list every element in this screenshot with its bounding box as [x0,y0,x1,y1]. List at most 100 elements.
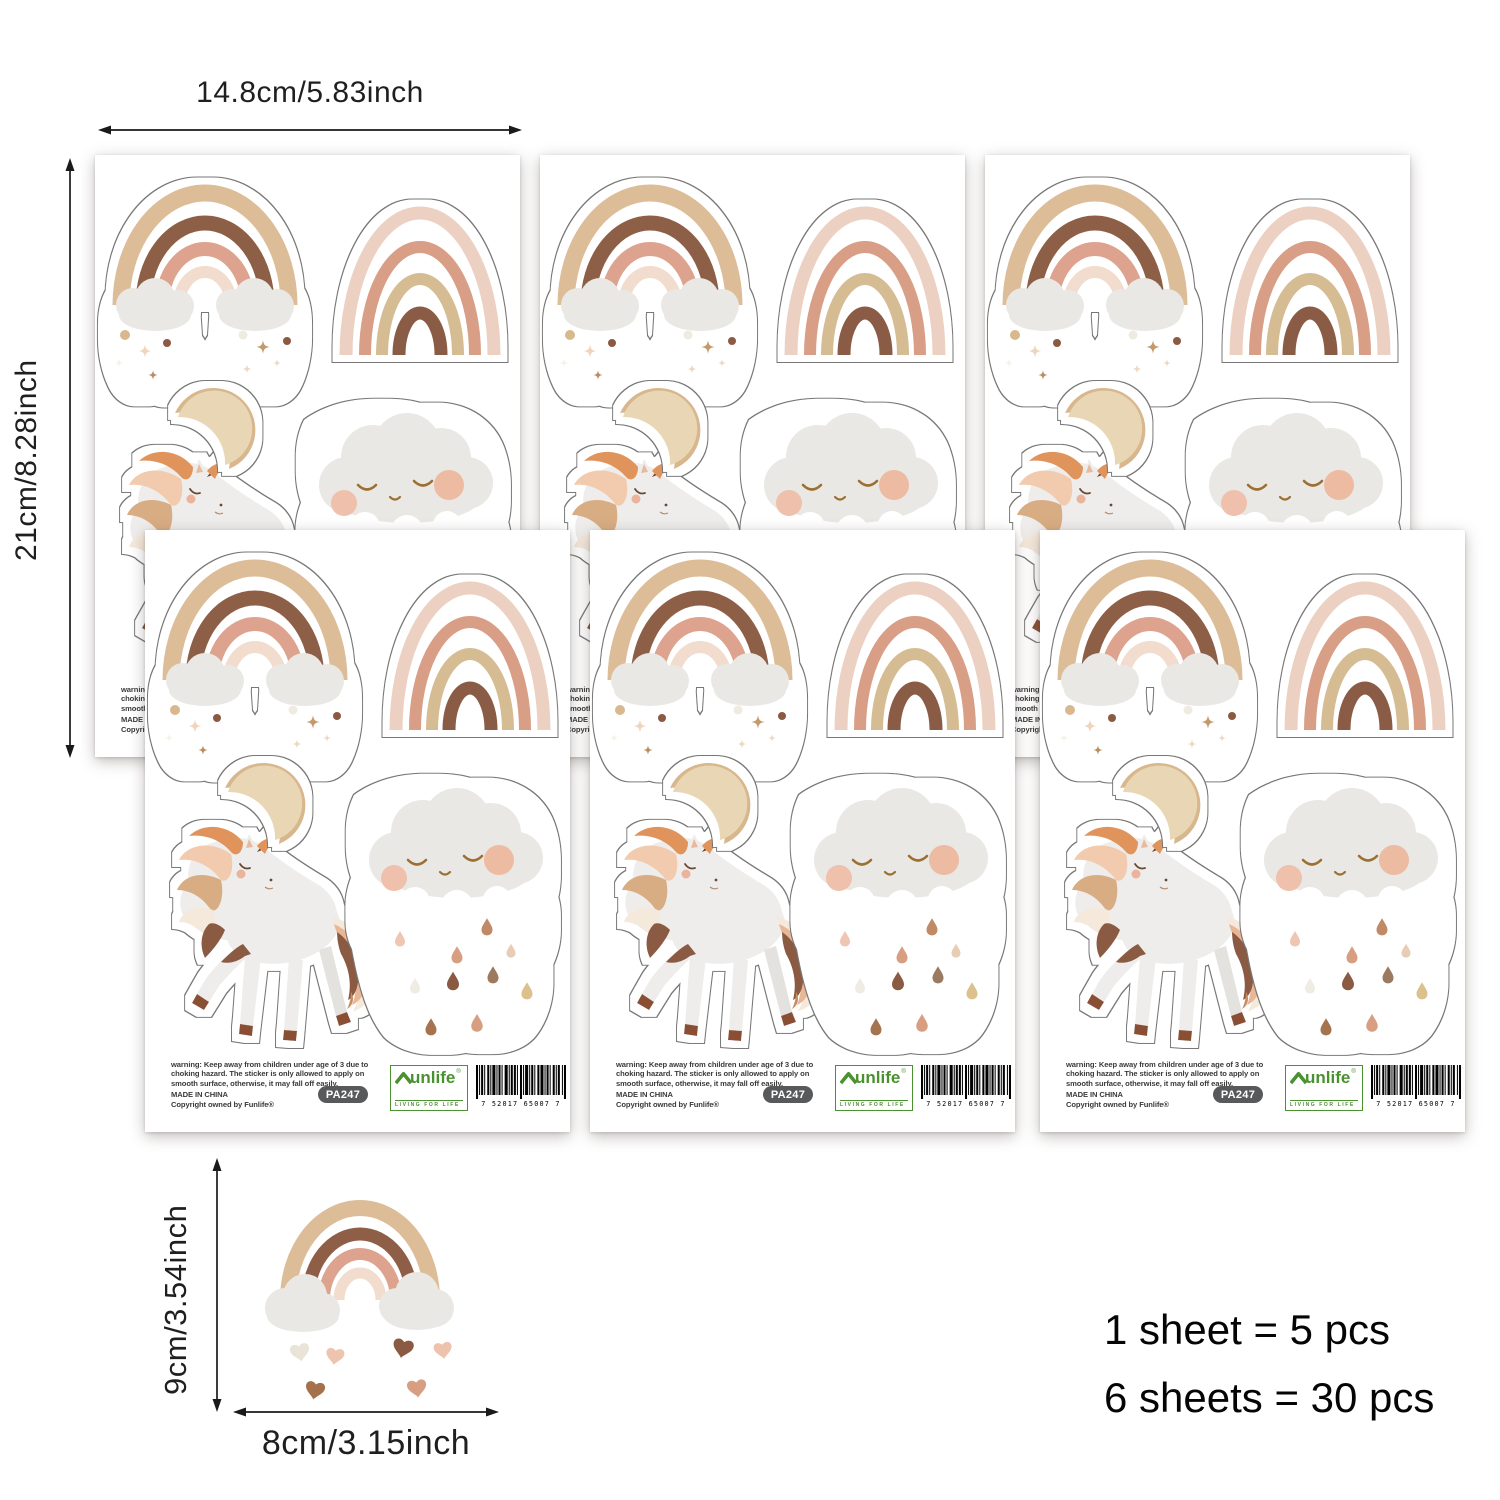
unicorn-eye [1079,488,1091,495]
warning-text: warning: Keep away from children under a… [616,1060,814,1088]
legal-text-block: warning: Keep away from children under a… [1066,1060,1280,1109]
cloud-left [166,653,244,706]
brand-name: unlife [855,1068,901,1087]
cloud-right [1161,653,1239,706]
width-arrow [98,125,522,135]
cloud-eye-left [356,483,378,491]
cloud-smile [388,495,402,501]
made-in-text: MADE IN CHINA [1011,715,1068,725]
cloud-eye-right [1302,479,1324,487]
barcode: 7 52017 65007 7 [921,1065,1011,1111]
unicorn-sticker [622,824,822,1041]
copyright-text: Copyright owned by Funlife® [171,1099,274,1109]
rainbow-with-clouds-sticker [549,184,751,401]
house-roof-icon [1290,1071,1307,1085]
brand-tagline: LIVING FOR LIFE [395,1099,463,1108]
made-in-text: MADE IN CHINA [616,1090,673,1100]
cloud-smile [438,870,452,876]
registered-mark: ® [456,1069,461,1075]
cloud-left [611,653,689,706]
barcode-digits: 7 52017 65007 7 [926,1100,1006,1108]
sticker-height-arrow [212,1158,222,1412]
cloud-smile [833,495,847,501]
sheet-height-label: 21cm/8.28inch [10,359,43,561]
cloud-left [1061,653,1139,706]
cloud-right [216,278,294,331]
sku-badge: PA247 [763,1086,813,1103]
crescent-moon-sticker [1120,763,1201,844]
cloud-eye-right [857,479,879,487]
rain-cloud-sticker [797,780,999,1048]
rainbow-sticker [834,581,996,731]
rain-cloud-sticker [1247,780,1449,1048]
unicorn-eye [634,488,646,495]
barcode: 7 52017 65007 7 [476,1065,566,1111]
warning-text: warning: Keep away from children under a… [1066,1060,1264,1088]
sticker-sheet-art [549,184,949,673]
crescent-moon-sticker [620,388,701,469]
rainbow-with-clouds-sticker [154,559,356,776]
legal-text-block: warning: Keep away from children under a… [171,1060,385,1109]
pack-info: 1 sheet = 5 pcs 6 sheets = 30 pcs [1104,1296,1434,1432]
cloud-eye-right [462,854,484,862]
unicorn-eye [1134,863,1146,870]
cloud-eye-left [1246,483,1268,491]
pack-info-line1: 1 sheet = 5 pcs [1104,1306,1391,1353]
cloud-eye-left [1301,858,1323,866]
rainbow-hearts-decal [265,1200,454,1402]
crescent-moon-sticker [1065,388,1146,469]
unicorn-eye [239,863,251,870]
sheet-width-label: 14.8cm/5.83inch [196,76,424,109]
brand-tagline: LIVING FOR LIFE [840,1099,908,1108]
sticker-width-arrow [233,1407,499,1417]
barcode-digits: 7 52017 65007 7 [1376,1100,1456,1108]
rainbow-sticker [1284,581,1446,731]
sparkles [1059,705,1236,755]
single-sticker-preview [265,1200,454,1402]
cloud-eye-left [851,858,873,866]
rain-cloud-sticker [352,780,554,1048]
house-roof-icon [840,1071,857,1085]
unicorn-eye [684,863,696,870]
crescent-moon-sticker [175,388,256,469]
brand-name: unlife [1305,1068,1351,1087]
height-arrow [65,158,75,758]
cloud-right [266,653,344,706]
funlife-logo: unlife ® LIVING FOR LIFE [835,1065,913,1111]
house-roof-icon [395,1071,412,1085]
rainbow-with-clouds-sticker [1049,559,1251,776]
brand-name: unlife [410,1068,456,1087]
pack-info-line2: 6 sheets = 30 pcs [1104,1374,1435,1422]
sparkles [1004,330,1181,380]
sticker-sheet: warning: Keep away from children under a… [1040,530,1465,1132]
cloud-right [711,653,789,706]
sticker-sheet-art [154,559,554,1048]
sticker-height-label: 9cm/3.54inch [158,1204,193,1396]
cloud-eye-left [406,858,428,866]
registered-mark: ® [901,1069,906,1075]
unicorn-sticker [1072,824,1272,1041]
sticker-sheet-art [599,559,999,1048]
cloud-left [265,1274,340,1332]
rainbow-sticker [389,581,551,731]
registered-mark: ® [1351,1069,1356,1075]
sticker-sheet-art [1049,559,1449,1048]
rainbow-with-clouds-sticker [599,559,801,776]
rainbow-sticker [784,206,946,356]
barcode-bars [476,1065,566,1099]
sku-badge: PA247 [1213,1086,1263,1103]
copyright-text: Copyright owned by Funlife® [616,1099,719,1109]
made-in-text: MADE IN CHINA [1066,1090,1123,1100]
sparkles [559,330,736,380]
cloud-right [1106,278,1184,331]
cloud-eye-right [412,479,434,487]
funlife-logo: unlife ® LIVING FOR LIFE [390,1065,468,1111]
brand-tagline: LIVING FOR LIFE [1290,1099,1358,1108]
rainbow-sticker [339,206,501,356]
falling-hearts [289,1337,454,1402]
cloud-right [661,278,739,331]
crescent-moon-sticker [670,763,751,844]
rainbow-with-clouds-sticker [994,184,1196,401]
sku-badge: PA247 [318,1086,368,1103]
unicorn-sticker [177,824,377,1041]
